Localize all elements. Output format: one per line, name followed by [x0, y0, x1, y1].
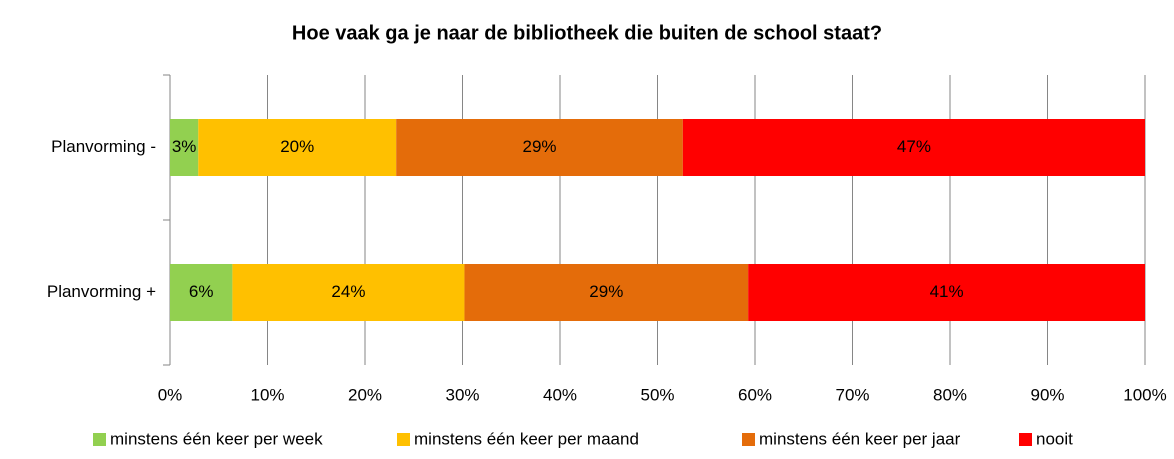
x-tick-label: 40%: [543, 385, 577, 404]
data-label: 3%: [172, 137, 197, 156]
bar-segment: [170, 264, 233, 321]
bar-segment: [170, 119, 199, 176]
data-label: 41%: [930, 282, 964, 301]
legend-label: minstens één keer per jaar: [759, 429, 961, 448]
x-tick-label: 70%: [835, 385, 869, 404]
bar-segment: [748, 264, 1145, 321]
chart-title: Hoe vaak ga je naar de bibliotheek die b…: [292, 22, 882, 44]
x-tick-label: 80%: [933, 385, 967, 404]
y-tick-label: Planvorming +: [47, 282, 156, 301]
x-tick-label: 60%: [738, 385, 772, 404]
x-tick-label: 90%: [1030, 385, 1064, 404]
bar-segment: [232, 264, 465, 321]
data-label: 29%: [589, 282, 623, 301]
bar-segment: [464, 264, 749, 321]
legend-label: nooit: [1036, 429, 1073, 448]
data-label: 29%: [523, 137, 557, 156]
y-tick-label: Planvorming -: [51, 137, 156, 156]
x-tick-label: 30%: [445, 385, 479, 404]
bar-segment: [682, 119, 1145, 176]
x-tick-label: 100%: [1123, 385, 1166, 404]
legend-swatch: [93, 433, 106, 446]
legend-swatch: [397, 433, 410, 446]
bar-segment: [396, 119, 683, 176]
x-tick-label: 0%: [158, 385, 183, 404]
data-label: 20%: [280, 137, 314, 156]
data-label: 6%: [189, 282, 214, 301]
legend-label: minstens één keer per week: [110, 429, 323, 448]
bar-segment: [198, 119, 397, 176]
data-label: 24%: [331, 282, 365, 301]
legend-label: minstens één keer per maand: [414, 429, 639, 448]
data-label: 47%: [897, 137, 931, 156]
legend-swatch: [1019, 433, 1032, 446]
x-tick-label: 50%: [640, 385, 674, 404]
x-tick-label: 10%: [250, 385, 284, 404]
x-tick-label: 20%: [348, 385, 382, 404]
legend-swatch: [742, 433, 755, 446]
